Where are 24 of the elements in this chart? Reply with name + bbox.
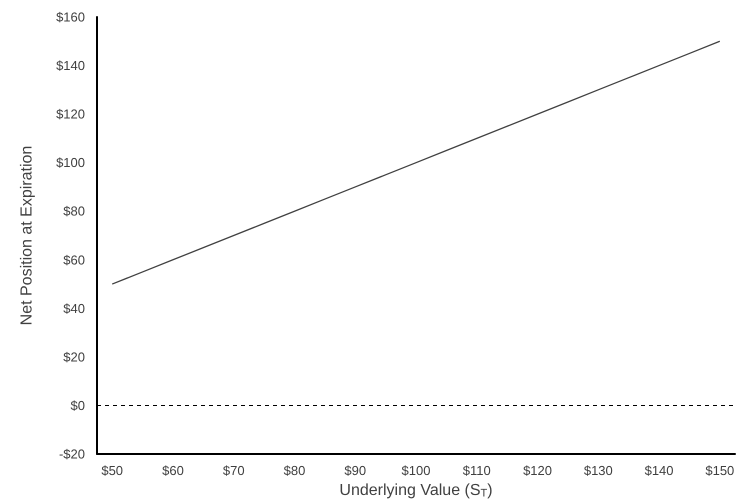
line-series xyxy=(112,40,720,285)
y-tick-label: $100 xyxy=(56,155,85,170)
x-tick-label: $110 xyxy=(462,463,491,478)
y-tick-label: $140 xyxy=(56,58,85,74)
y-tick-label: -$20 xyxy=(58,446,85,462)
x-tick-label: $100 xyxy=(402,463,430,478)
x-tick-label: $150 xyxy=(705,463,734,478)
x-tick-label: $90 xyxy=(344,463,366,478)
x-tick-label: $120 xyxy=(523,463,552,478)
y-tick-label: $20 xyxy=(63,349,85,364)
x-tick-label: $130 xyxy=(584,463,613,478)
y-tick-label: $60 xyxy=(63,252,85,268)
x-tick-label: $140 xyxy=(644,463,674,478)
y-axis-title: Net Position at Expiration xyxy=(18,146,36,326)
y-tick-label: $160 xyxy=(56,10,85,24)
y-tick-label: $0 xyxy=(70,398,85,413)
y-tick-label: $120 xyxy=(56,106,85,122)
x-tick-label: $70 xyxy=(222,463,245,478)
x-tick-label: $80 xyxy=(284,463,306,478)
x-tick-label: $50 xyxy=(101,463,124,478)
y-tick-label: $40 xyxy=(63,300,85,316)
x-tick-label: $60 xyxy=(162,463,184,478)
x-axis-title: Underlying Value (ST) xyxy=(339,482,493,500)
y-tick-label: $80 xyxy=(63,204,85,219)
